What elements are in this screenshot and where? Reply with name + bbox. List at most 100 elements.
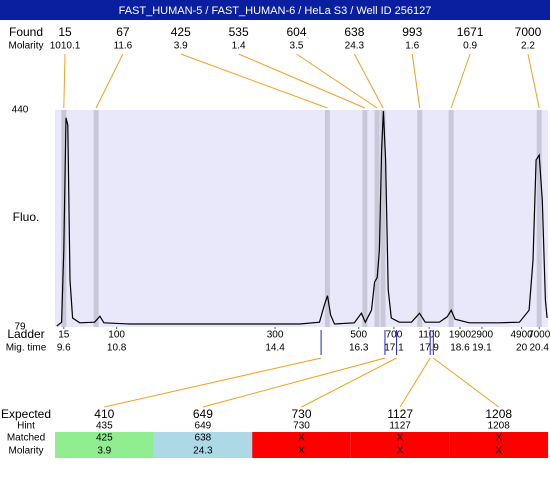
ladder-time: 14.4 bbox=[265, 343, 285, 354]
matched-cell bbox=[449, 432, 548, 458]
expected-size: 1208 bbox=[485, 407, 512, 421]
ladder-time: 17.1 bbox=[384, 343, 404, 354]
hint-value: 1208 bbox=[488, 421, 511, 432]
matched-value: 638 bbox=[195, 433, 212, 444]
matched-cell bbox=[55, 432, 154, 458]
ladder-size: 4900 bbox=[510, 330, 533, 341]
y-tick-label: 79 bbox=[14, 322, 26, 333]
expected-size: 730 bbox=[291, 407, 311, 421]
found-size: 993 bbox=[402, 25, 422, 39]
hint-value: 730 bbox=[293, 421, 310, 432]
found-connector bbox=[450, 53, 471, 109]
found-molarity: 3.5 bbox=[290, 41, 304, 52]
matched-value: X bbox=[298, 433, 305, 444]
peak-band bbox=[362, 110, 368, 327]
expected-size: 1127 bbox=[387, 407, 413, 421]
peak-band bbox=[448, 110, 454, 327]
molarity-value: 3.9 bbox=[97, 446, 111, 457]
matched-cell bbox=[153, 432, 253, 458]
peak-band bbox=[324, 110, 330, 327]
found-size: 67 bbox=[116, 25, 130, 39]
ladder-size: 500 bbox=[350, 330, 367, 341]
ladder-size: 100 bbox=[108, 330, 125, 341]
molarity-value: X bbox=[397, 446, 404, 457]
ladder-time: 18.6 bbox=[450, 343, 470, 354]
matched-cell bbox=[350, 432, 450, 458]
found-connector bbox=[63, 53, 66, 109]
molarity-label: Molarity bbox=[8, 446, 43, 457]
time-label: Mig. time bbox=[6, 343, 47, 354]
trace-line bbox=[56, 111, 548, 327]
found-label: Found bbox=[9, 25, 43, 39]
found-connector bbox=[95, 53, 124, 109]
matched-label: Matched bbox=[7, 433, 45, 444]
found-size: 535 bbox=[229, 25, 249, 39]
molarity-value: X bbox=[298, 446, 305, 457]
found-molarity: 1.4 bbox=[232, 41, 246, 52]
ladder-size: 7000 bbox=[528, 330, 550, 341]
found-size: 15 bbox=[58, 25, 72, 39]
found-molarity: 1.6 bbox=[405, 41, 419, 52]
expected-label: Expected bbox=[1, 407, 51, 421]
found-size: 604 bbox=[286, 25, 306, 39]
ladder-time: 20.4 bbox=[529, 343, 549, 354]
ladder-time: 9.6 bbox=[57, 343, 71, 354]
ladder-size: 300 bbox=[267, 330, 284, 341]
peak-band bbox=[417, 110, 423, 327]
found-size: 638 bbox=[344, 25, 364, 39]
hint-value: 435 bbox=[96, 421, 113, 432]
found-connector bbox=[411, 53, 421, 109]
ladder-time: 19.1 bbox=[472, 343, 492, 354]
expected-connector bbox=[301, 357, 397, 408]
found-molarity: 24.3 bbox=[345, 41, 365, 52]
peak-band bbox=[536, 110, 542, 327]
found-molarity: 2.2 bbox=[521, 41, 535, 52]
y-axis-label: Fluo. bbox=[13, 210, 40, 224]
ladder-size: 700 bbox=[386, 330, 403, 341]
found-molarity: 0.9 bbox=[463, 41, 477, 52]
matched-value: X bbox=[495, 433, 502, 444]
hint-value: 649 bbox=[195, 421, 212, 432]
expected-size: 410 bbox=[94, 407, 114, 421]
found-molarity: 11.6 bbox=[114, 41, 133, 52]
title-bar bbox=[0, 0, 550, 20]
expected-connector bbox=[433, 357, 499, 408]
y-tick-label: 440 bbox=[12, 105, 29, 116]
ladder-size: 15 bbox=[58, 330, 70, 341]
matched-cell bbox=[252, 432, 351, 458]
chart-title: FAST_HUMAN-5 / FAST_HUMAN-6 / HeLa S3 / … bbox=[119, 5, 432, 17]
ladder-size: 1100 bbox=[418, 330, 440, 341]
expected-connector bbox=[202, 357, 386, 408]
expected-connector bbox=[104, 357, 322, 408]
found-molarity-label: Molarity bbox=[8, 41, 43, 52]
peak-band bbox=[374, 110, 380, 327]
ladder-label: Ladder bbox=[7, 327, 44, 341]
found-connector bbox=[353, 53, 384, 109]
ladder-time: 17.9 bbox=[419, 343, 439, 354]
found-molarity: 1010.1 bbox=[50, 41, 81, 52]
found-connector bbox=[527, 53, 540, 109]
ladder-size: 1900 bbox=[449, 330, 472, 341]
found-connector bbox=[180, 53, 328, 109]
peak-band bbox=[380, 110, 386, 327]
ladder-time: 16.3 bbox=[349, 343, 369, 354]
found-molarity: 3.9 bbox=[174, 41, 188, 52]
plot-area bbox=[55, 110, 548, 327]
found-connector bbox=[238, 53, 366, 109]
ladder-size: 2900 bbox=[471, 330, 494, 341]
found-size: 425 bbox=[171, 25, 191, 39]
matched-value: X bbox=[397, 433, 404, 444]
ladder-time: 20 bbox=[516, 343, 528, 354]
molarity-value: 24.3 bbox=[193, 446, 213, 457]
found-connector bbox=[296, 53, 378, 109]
hint-value: 1127 bbox=[389, 421, 411, 432]
expected-size: 649 bbox=[193, 407, 213, 421]
ladder-time: 10.8 bbox=[107, 343, 127, 354]
hint-label: Hint bbox=[17, 421, 35, 432]
peak-band bbox=[93, 110, 99, 327]
expected-connector bbox=[399, 357, 431, 408]
molarity-value: X bbox=[495, 446, 502, 457]
found-size: 1671 bbox=[457, 25, 484, 39]
found-size: 7000 bbox=[515, 25, 542, 39]
